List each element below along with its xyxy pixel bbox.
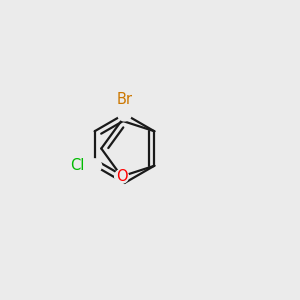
- Circle shape: [88, 159, 101, 173]
- Circle shape: [115, 169, 128, 183]
- Circle shape: [118, 107, 131, 121]
- Text: Br: Br: [116, 92, 133, 107]
- Text: O: O: [116, 169, 127, 184]
- Text: Cl: Cl: [70, 158, 84, 173]
